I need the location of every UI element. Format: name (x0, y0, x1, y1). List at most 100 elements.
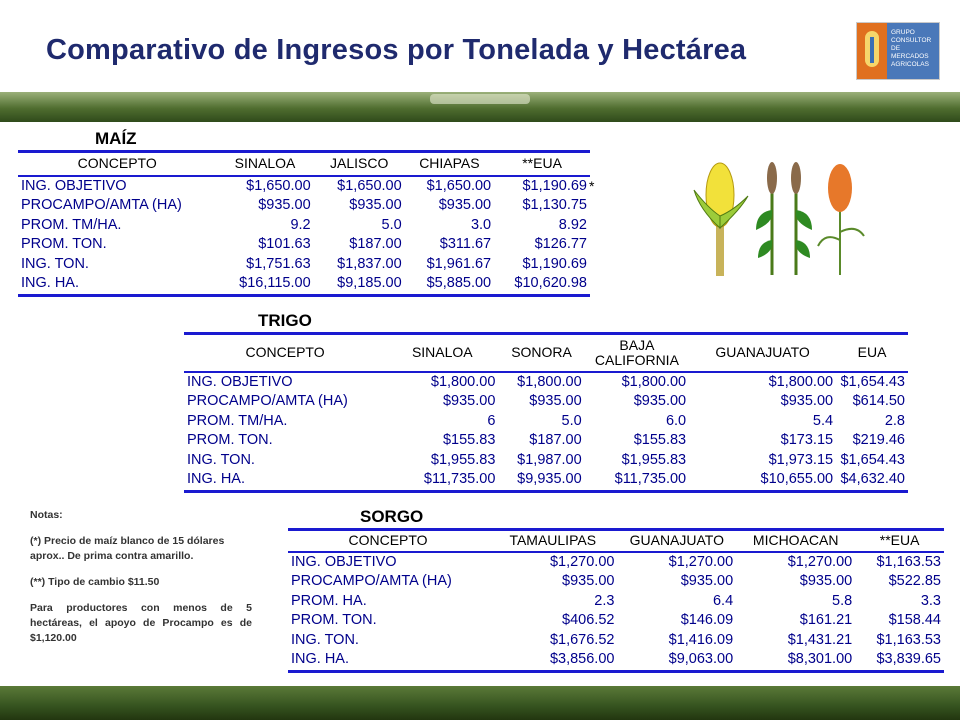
grains-illustration (690, 150, 880, 280)
table-row: PROCAMPO/AMTA (HA) $935.00 $935.00 $935.00 $… (288, 572, 944, 592)
sorgo-col-header: TAMAULIPAS (509, 532, 597, 549)
cell-value: $1,973.15 (768, 451, 834, 468)
table-row: PROCAMPO/AMTA (HA) $935.00 $935.00 $935.00 $… (18, 196, 590, 216)
note-exchange-rate: (**) Tipo de cambio $11.50 (30, 576, 160, 588)
footer-field-banner (0, 686, 960, 720)
cell-value: $1,800.00 (430, 373, 496, 390)
trigo-col-header: BAJA CALIFORNIA (594, 336, 679, 368)
cell-value: $1,955.83 (621, 451, 687, 468)
trigo-section-title: TRIGO (258, 311, 312, 330)
page-title: Comparativo de Ingresos por Tonelada y H… (46, 34, 747, 66)
cell-value: $126.77 (534, 236, 587, 252)
cell-value: 6.0 (665, 412, 687, 429)
cell-value: $1,800.00 (621, 373, 687, 390)
cell-value: 5.0 (381, 216, 402, 233)
table-row: PROM. TM/HA. 6 5.0 6.0 5.4 2.8 (184, 412, 908, 432)
cell-value: $1,837.00 (337, 255, 402, 272)
cell-value: $5,885.00 (426, 275, 492, 291)
sorgo-col-header: CONCEPTO (348, 532, 428, 549)
table-row: ING. TON. $1,751.63 $1,837.00 $1,961.67 $1,1… (18, 255, 590, 275)
row-label: ING. HA. (291, 651, 350, 667)
trigo-col-header: CONCEPTO (245, 344, 325, 361)
sorgo-table: CONCEPTO TAMAULIPAS GUANAJUATO MICHOACAN **E… (288, 528, 944, 673)
cell-value: 6 (487, 412, 496, 429)
cell-value: $935.00 (349, 197, 402, 213)
cell-value: $1,650.00 (426, 177, 492, 194)
table-row: PROM. HA. 2.3 6.4 5.8 3.3 (288, 592, 944, 612)
table-row: ING. HA. $11,735.00 $9,935.00 $11,735.00 $10… (184, 470, 908, 491)
cell-value: $10,655.00 (760, 471, 834, 487)
maiz-col-header: **EUA (522, 155, 562, 172)
cell-value: $101.63 (258, 236, 311, 252)
cell-value: 2.3 (594, 592, 615, 609)
cell-value: $1,650.00 (337, 177, 402, 194)
cell-value: 3.0 (470, 216, 492, 233)
cell-value: $1,650.00 (246, 177, 311, 194)
cell-value: $155.83 (633, 432, 687, 448)
cell-value: $1,800.00 (517, 373, 582, 390)
row-label: ING. TON. (187, 451, 255, 468)
trigo-col-header: GUANAJUATO (715, 344, 810, 361)
sorgo-col-header: GUANAJUATO (629, 532, 724, 549)
cell-value: $935.00 (529, 393, 582, 409)
row-label: PROCAMPO/AMTA (HA) (291, 573, 452, 589)
notes-heading: Notas: (30, 509, 63, 521)
maiz-table: CONCEPTO SINALOA JALISCO CHIAPAS **EUA ING. … (18, 150, 590, 297)
cell-value: 2.8 (884, 412, 905, 429)
cell-value: $11,735.00 (614, 471, 687, 487)
trigo-col-header: EUA (857, 344, 887, 361)
row-label: ING. TON. (291, 631, 359, 648)
sorgo-col-header: **EUA (879, 532, 920, 549)
cell-value: $161.21 (799, 612, 853, 628)
sorgo-header-row: CONCEPTO TAMAULIPAS GUANAJUATO MICHOACAN **E… (288, 529, 944, 552)
row-label: PROCAMPO/AMTA (HA) (21, 197, 182, 213)
row-label: PROCAMPO/AMTA (HA) (187, 393, 348, 409)
cell-value: 3.3 (920, 592, 941, 609)
cell-value: $1,270.00 (549, 553, 615, 570)
maiz-section-title: MAÍZ (95, 129, 137, 148)
sorgo-col-header: MICHOACAN (752, 532, 839, 549)
cell-value: 5.4 (812, 412, 834, 429)
cell-value: $1,676.52 (549, 631, 615, 648)
trigo-table: CONCEPTO SINALOA SONORA BAJA CALIFORNIA GUAN… (184, 332, 908, 493)
cell-value: $522.85 (888, 573, 941, 589)
cell-value: $16,115.00 (239, 275, 311, 291)
cell-value: $406.52 (562, 612, 615, 628)
row-label: ING. HA. (21, 275, 80, 291)
wheat-icon (756, 162, 812, 275)
footnote-mark: * (589, 178, 595, 194)
cell-value: $1,163.53 (876, 553, 941, 570)
cell-value: $3,839.65 (876, 651, 941, 667)
row-label: PROM. TON. (21, 236, 107, 252)
logo-line: DE MERCADOS (891, 45, 929, 60)
cell-value: 5.0 (561, 412, 582, 429)
cell-value: $187.00 (529, 432, 582, 448)
cell-value: $614.50 (852, 393, 905, 409)
cell-value: $9,063.00 (668, 651, 734, 667)
corn-icon (693, 162, 749, 276)
cell-value: $9,935.00 (517, 471, 582, 487)
cell-value: $1,190.69 (522, 255, 587, 272)
cell-value: $4,632.40 (840, 471, 905, 487)
table-row: PROM. TM/HA. 9.2 5.0 3.0 8.92 (18, 216, 590, 236)
trigo-col-header: SONORA (511, 344, 572, 361)
row-label: ING. OBJETIVO (187, 373, 293, 390)
cell-value: $1,431.21 (787, 631, 853, 648)
cell-value: $9,185.00 (337, 275, 402, 291)
row-label: PROM. HA. (291, 592, 367, 609)
cell-value: 6.4 (712, 592, 734, 609)
table-row: ING. OBJETIVO $1,800.00 $1,800.00 $1,800.00… (184, 372, 908, 393)
maiz-col-header: SINALOA (234, 155, 296, 172)
cell-value: $155.83 (442, 432, 496, 448)
sorghum-icon (817, 164, 865, 275)
row-label: ING. HA. (187, 471, 246, 487)
cell-value: $1,163.53 (876, 631, 941, 648)
cell-value: $11,735.00 (423, 471, 496, 487)
cell-value: $1,800.00 (768, 373, 834, 390)
note-procampo: Para productores con menos de 5 hectárea… (30, 602, 252, 644)
table-row: PROM. TON. $101.63 $187.00 $311.67 $126.77 (18, 235, 590, 255)
cell-value: $3,856.00 (549, 651, 615, 667)
row-label: ING. OBJETIVO (21, 177, 127, 194)
row-label: PROM. TM/HA. (187, 412, 288, 429)
cell-value: $158.44 (888, 612, 941, 628)
